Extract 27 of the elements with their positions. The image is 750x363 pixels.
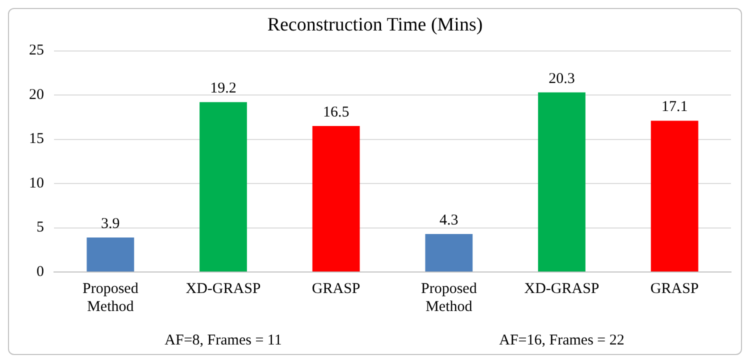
- bar: [200, 102, 247, 272]
- bar: [538, 92, 586, 272]
- text: AF=16, Frames = 22: [499, 332, 624, 348]
- data-label: 17.1: [661, 99, 688, 116]
- data-label: 20.3: [548, 70, 575, 87]
- x-tick-label: XD-GRASP: [186, 280, 261, 297]
- x-tick-label: GRASP: [650, 280, 699, 297]
- chart-title: Reconstruction Time (Mins): [267, 14, 483, 36]
- bar: [312, 126, 360, 272]
- x-tick-label: Proposed Method: [420, 280, 478, 315]
- data-label: 19.2: [210, 80, 236, 97]
- data-label: 16.5: [322, 104, 350, 120]
- y-tick-label: 20: [29, 86, 44, 103]
- x-tick-label: Proposed Method: [82, 280, 139, 315]
- x-tick-label: GRASP: [312, 280, 360, 297]
- y-tick-label: 5: [36, 220, 44, 236]
- text: AF=8, Frames = 11: [164, 332, 282, 348]
- bar: [650, 120, 698, 272]
- x-tick-label: XD-GRASP: [524, 280, 600, 297]
- y-tick-label: 25: [29, 42, 44, 59]
- y-tick-label: 15: [29, 131, 44, 148]
- y-tick-label: 0: [36, 264, 44, 280]
- data-label: 3.9: [101, 216, 120, 232]
- bar: [425, 234, 473, 272]
- bar: [86, 237, 134, 272]
- y-tick-label: 10: [29, 175, 44, 192]
- data-label: 4.3: [440, 212, 458, 228]
